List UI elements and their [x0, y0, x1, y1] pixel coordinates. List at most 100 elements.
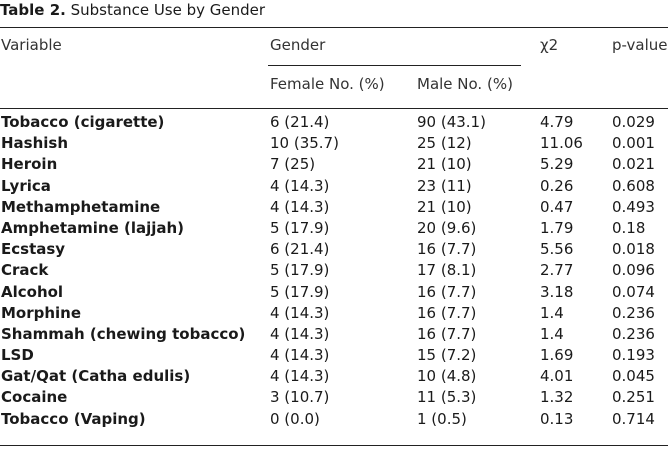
cell-p-value: 0.029	[612, 113, 655, 131]
table-top-rule	[0, 27, 668, 28]
cell-p-value: 0.193	[612, 346, 655, 365]
cell-chi-square: 1.4	[540, 324, 564, 343]
cell-p-value: 0.236	[612, 324, 655, 343]
cell-female: 4 (14.3)	[270, 176, 330, 195]
cell-chi-square: 0.13	[540, 409, 574, 428]
header-female: Female No. (%)	[270, 75, 385, 93]
cell-p-value: 0.021	[612, 155, 655, 174]
table-row: Cocaine 3 (10.7) 11 (5.3) 1.32 0.251	[0, 387, 668, 408]
table-row: Tobacco (Vaping) 0 (0.0) 1 (0.5) 0.13 0.…	[0, 409, 668, 430]
cell-chi-square: 5.56	[540, 240, 574, 259]
cell-p-value: 0.236	[612, 303, 655, 322]
cell-male: 10 (4.8)	[417, 367, 477, 386]
cell-variable: Heroin	[1, 155, 58, 174]
cell-p-value: 0.001	[612, 134, 655, 153]
table-body: Tobacco (cigarette) 6 (21.4) 90 (43.1) 4…	[0, 112, 668, 430]
cell-chi-square: 0.26	[540, 176, 574, 195]
table-caption: Table 2. Substance Use by Gender	[0, 0, 265, 22]
cell-female: 7 (25)	[270, 155, 316, 174]
cell-variable: Gat/Qat (Catha edulis)	[1, 367, 191, 386]
cell-p-value: 0.096	[612, 261, 655, 280]
table-row: Amphetamine (lajjah) 5 (17.9) 20 (9.6) 1…	[0, 218, 668, 239]
cell-female: 4 (14.3)	[270, 367, 330, 386]
table-row: Ecstasy 6 (21.4) 16 (7.7) 5.56 0.018	[0, 239, 668, 260]
cell-male: 1 (0.5)	[417, 409, 467, 428]
cell-chi-square: 4.01	[540, 367, 574, 386]
cell-variable: Tobacco (cigarette)	[1, 113, 165, 131]
cell-variable: Cocaine	[1, 388, 68, 407]
cell-chi-square: 1.79	[540, 218, 574, 237]
cell-variable: Tobacco (Vaping)	[1, 409, 146, 428]
cell-male: 20 (9.6)	[417, 218, 477, 237]
gender-spanner-rule	[268, 65, 521, 66]
cell-male: 16 (7.7)	[417, 240, 477, 259]
cell-female: 4 (14.3)	[270, 324, 330, 343]
header-bottom-rule	[0, 108, 668, 109]
cell-chi-square: 5.29	[540, 155, 574, 174]
header-male: Male No. (%)	[417, 75, 513, 93]
cell-male: 15 (7.2)	[417, 346, 477, 365]
table-row: Shammah (chewing tobacco) 4 (14.3) 16 (7…	[0, 324, 668, 345]
cell-chi-square: 11.06	[540, 134, 583, 153]
cell-female: 5 (17.9)	[270, 218, 330, 237]
cell-p-value: 0.074	[612, 282, 655, 301]
table-row: Gat/Qat (Catha edulis) 4 (14.3) 10 (4.8)…	[0, 366, 668, 387]
cell-p-value: 0.018	[612, 240, 655, 259]
header-variable: Variable	[1, 36, 62, 54]
cell-variable: LSD	[1, 346, 34, 365]
cell-male: 17 (8.1)	[417, 261, 477, 280]
table-row: Tobacco (cigarette) 6 (21.4) 90 (43.1) 4…	[0, 112, 668, 133]
cell-variable: Alcohol	[1, 282, 64, 301]
cell-male: 25 (12)	[417, 134, 472, 153]
table-row: Heroin 7 (25) 21 (10) 5.29 0.021	[0, 154, 668, 175]
cell-variable: Hashish	[1, 134, 69, 153]
cell-male: 16 (7.7)	[417, 324, 477, 343]
table-row: LSD 4 (14.3) 15 (7.2) 1.69 0.193	[0, 345, 668, 366]
cell-p-value: 0.045	[612, 367, 655, 386]
cell-chi-square: 1.4	[540, 303, 564, 322]
cell-chi-square: 0.47	[540, 197, 574, 216]
cell-variable: Ecstasy	[1, 240, 66, 259]
cell-male: 23 (11)	[417, 176, 472, 195]
cell-female: 4 (14.3)	[270, 197, 330, 216]
cell-p-value: 0.714	[612, 409, 655, 428]
cell-p-value: 0.251	[612, 388, 655, 407]
table-number: Table 2.	[0, 1, 66, 19]
cell-male: 16 (7.7)	[417, 282, 477, 301]
header-p-value: p-value	[612, 36, 668, 54]
cell-male: 16 (7.7)	[417, 303, 477, 322]
cell-chi-square: 1.32	[540, 388, 574, 407]
header-chi-square: χ2	[540, 36, 559, 54]
cell-female: 5 (17.9)	[270, 282, 330, 301]
cell-variable: Methamphetamine	[1, 197, 161, 216]
cell-female: 3 (10.7)	[270, 388, 330, 407]
cell-variable: Crack	[1, 261, 49, 280]
table-row: Alcohol 5 (17.9) 16 (7.7) 3.18 0.074	[0, 282, 668, 303]
header-gender: Gender	[270, 36, 326, 54]
cell-male: 11 (5.3)	[417, 388, 477, 407]
cell-chi-square: 1.69	[540, 346, 574, 365]
cell-chi-square: 4.79	[540, 113, 574, 131]
cell-male: 21 (10)	[417, 155, 472, 174]
cell-variable: Shammah (chewing tobacco)	[1, 324, 246, 343]
cell-variable: Morphine	[1, 303, 82, 322]
cell-female: 4 (14.3)	[270, 303, 330, 322]
cell-p-value: 0.608	[612, 176, 655, 195]
table-row: Morphine 4 (14.3) 16 (7.7) 1.4 0.236	[0, 303, 668, 324]
cell-p-value: 0.493	[612, 197, 655, 216]
cell-female: 5 (17.9)	[270, 261, 330, 280]
cell-male: 21 (10)	[417, 197, 472, 216]
table-row: Lyrica 4 (14.3) 23 (11) 0.26 0.608	[0, 176, 668, 197]
table-title: Substance Use by Gender	[70, 1, 266, 19]
cell-male: 90 (43.1)	[417, 113, 486, 131]
cell-p-value: 0.18	[612, 218, 646, 237]
table-row: Methamphetamine 4 (14.3) 21 (10) 0.47 0.…	[0, 197, 668, 218]
cell-female: 0 (0.0)	[270, 409, 320, 428]
table-bottom-rule	[0, 445, 668, 446]
cell-chi-square: 3.18	[540, 282, 574, 301]
table-row: Crack 5 (17.9) 17 (8.1) 2.77 0.096	[0, 260, 668, 281]
cell-female: 6 (21.4)	[270, 113, 330, 131]
table-row: Hashish 10 (35.7) 25 (12) 11.06 0.001	[0, 133, 668, 154]
cell-variable: Amphetamine (lajjah)	[1, 218, 185, 237]
cell-chi-square: 2.77	[540, 261, 574, 280]
